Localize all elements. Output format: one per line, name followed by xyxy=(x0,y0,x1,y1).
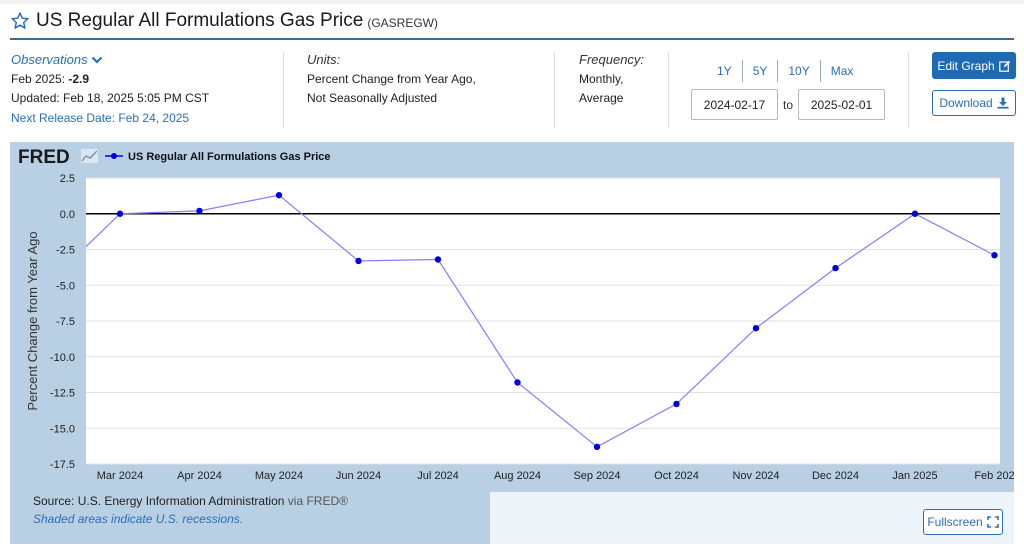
units-heading: Units: xyxy=(307,52,341,67)
x-tick-label: Dec 2024 xyxy=(812,470,859,482)
data-point xyxy=(275,191,283,199)
data-point xyxy=(593,443,601,451)
separator xyxy=(908,52,909,128)
download-button[interactable]: Download xyxy=(932,90,1016,116)
series-gas-price xyxy=(86,191,998,451)
data-point xyxy=(116,210,124,217)
gridlines xyxy=(86,177,1000,465)
x-tick-label: Sep 2024 xyxy=(573,470,620,482)
x-tick-label: Oct 2024 xyxy=(654,470,699,482)
y-tick-label: 0.0 xyxy=(60,209,75,221)
units-panel: Units: Percent Change from Year Ago, Not… xyxy=(307,50,537,109)
latest-label: Feb 2025: xyxy=(11,71,66,86)
data-point xyxy=(196,207,203,215)
line-chart[interactable]: FRED US Regular All Formulations Gas Pri… xyxy=(10,142,1014,492)
source-text: Source: U.S. Energy Information Administ… xyxy=(33,494,285,508)
graph-panel: FRED US Regular All Formulations Gas Pri… xyxy=(10,142,1014,544)
latest-observation: Feb 2025: -2.9 xyxy=(11,70,271,90)
frequency-panel: Frequency: Monthly, Average xyxy=(579,50,659,109)
data-point xyxy=(991,252,998,259)
to-label: to xyxy=(783,97,794,112)
data-point xyxy=(752,324,760,332)
x-tick-label: Jan 2025 xyxy=(892,470,937,482)
range-selector: 1Y 5Y 10Y Max xyxy=(707,60,863,82)
data-point xyxy=(514,379,521,386)
x-axis-ticks: Mar 2024 Apr 2024 May 2024 Jun 2024 Jul 2024… xyxy=(97,470,1014,482)
edit-graph-label[interactable]: Edit Graph xyxy=(937,58,995,73)
edit-graph-button[interactable]: Edit Graph xyxy=(932,52,1016,79)
observations-panel: Observations Feb 2025: -2.9 Updated: Feb… xyxy=(11,50,271,128)
data-point xyxy=(832,264,839,272)
y-tick-label: -17.5 xyxy=(50,459,75,471)
data-point xyxy=(434,256,442,263)
frequency-heading: Frequency: xyxy=(579,52,645,67)
x-tick-label: Jun 2024 xyxy=(336,470,381,482)
legend-label: US Regular All Formulations Gas Price xyxy=(128,151,331,163)
series-id: (GASREGW) xyxy=(367,15,439,30)
range-10y-button[interactable]: 10Y xyxy=(778,60,821,82)
start-date-input[interactable]: 2024-02-17 xyxy=(691,89,778,120)
chevron-down-icon[interactable] xyxy=(91,54,103,66)
star-icon[interactable] xyxy=(10,11,30,31)
x-tick-label: Jul 2024 xyxy=(417,470,459,482)
y-tick-label: 2.5 xyxy=(60,173,75,185)
chart-mini-icon xyxy=(81,149,98,163)
separator xyxy=(554,52,555,128)
range-max-button[interactable]: Max xyxy=(830,64,854,78)
y-tick-label: -2.5 xyxy=(56,245,75,257)
y-tick-label: -7.5 xyxy=(56,316,75,328)
title-underline xyxy=(10,38,1014,40)
x-tick-label: Apr 2024 xyxy=(177,470,222,482)
observations-dropdown[interactable]: Observations xyxy=(11,50,271,70)
frequency-line-1: Monthly, xyxy=(579,71,624,86)
x-tick-label: Nov 2024 xyxy=(732,470,779,482)
source-box: Source: U.S. Energy Information Administ… xyxy=(10,492,490,544)
download-label[interactable]: Download xyxy=(939,96,993,110)
download-icon[interactable] xyxy=(997,97,1009,109)
fullscreen-area: Fullscreen xyxy=(490,492,1014,544)
updated-text: Updated: Feb 18, 2025 5:05 PM CST xyxy=(11,91,210,105)
x-tick-label: Mar 2024 xyxy=(97,470,143,482)
data-point xyxy=(911,210,919,217)
separator xyxy=(283,52,284,128)
data-point xyxy=(673,400,680,408)
data-point xyxy=(355,257,362,265)
date-range: 2024-02-17 to 2025-02-01 xyxy=(691,89,886,120)
title-row: US Regular All Formulations Gas Price (G… xyxy=(10,8,438,34)
y-tick-label: -12.5 xyxy=(50,388,75,400)
fred-brand[interactable]: FRED xyxy=(18,147,70,168)
edit-icon[interactable] xyxy=(998,60,1011,72)
x-tick-label: Feb 202 xyxy=(974,470,1014,482)
end-date-input[interactable]: 2025-02-01 xyxy=(798,89,886,120)
y-axis-label: Percent Change from Year Ago xyxy=(25,231,40,410)
fullscreen-label[interactable]: Fullscreen xyxy=(927,515,983,529)
observations-heading[interactable]: Observations xyxy=(11,52,88,67)
y-tick-label: -5.0 xyxy=(56,280,75,292)
x-tick-label: Aug 2024 xyxy=(494,470,541,482)
via-fred-text: via FRED® xyxy=(287,494,348,508)
next-release-link[interactable]: Next Release Date: Feb 24, 2025 xyxy=(11,110,190,125)
y-axis-ticks: 2.5 0.0 -2.5 -5.0 -7.5 -10.0 -12.5 -15.0 -17.5 xyxy=(50,173,75,471)
units-line-1: Percent Change from Year Ago, xyxy=(307,71,476,86)
fullscreen-icon[interactable] xyxy=(986,516,999,528)
y-tick-label: -15.0 xyxy=(50,423,75,435)
y-tick-label: -10.0 xyxy=(50,352,75,364)
separator xyxy=(668,52,669,128)
frequency-line-2: Average xyxy=(579,91,624,105)
legend-marker xyxy=(111,153,117,159)
fullscreen-button[interactable]: Fullscreen xyxy=(923,509,1003,535)
top-rule xyxy=(0,0,1024,4)
range-5y-button[interactable]: 5Y xyxy=(743,60,779,82)
range-1y-button[interactable]: 1Y xyxy=(707,60,743,82)
recession-note: Shaded areas indicate U.S. recessions. xyxy=(33,512,244,526)
units-line-2: Not Seasonally Adjusted xyxy=(307,91,438,105)
latest-value: -2.9 xyxy=(68,71,90,86)
x-tick-label: May 2024 xyxy=(255,470,303,482)
page-title: US Regular All Formulations Gas Price xyxy=(36,10,364,31)
legend: US Regular All Formulations Gas Price xyxy=(105,151,331,163)
fred-logo[interactable]: FRED xyxy=(18,147,98,168)
